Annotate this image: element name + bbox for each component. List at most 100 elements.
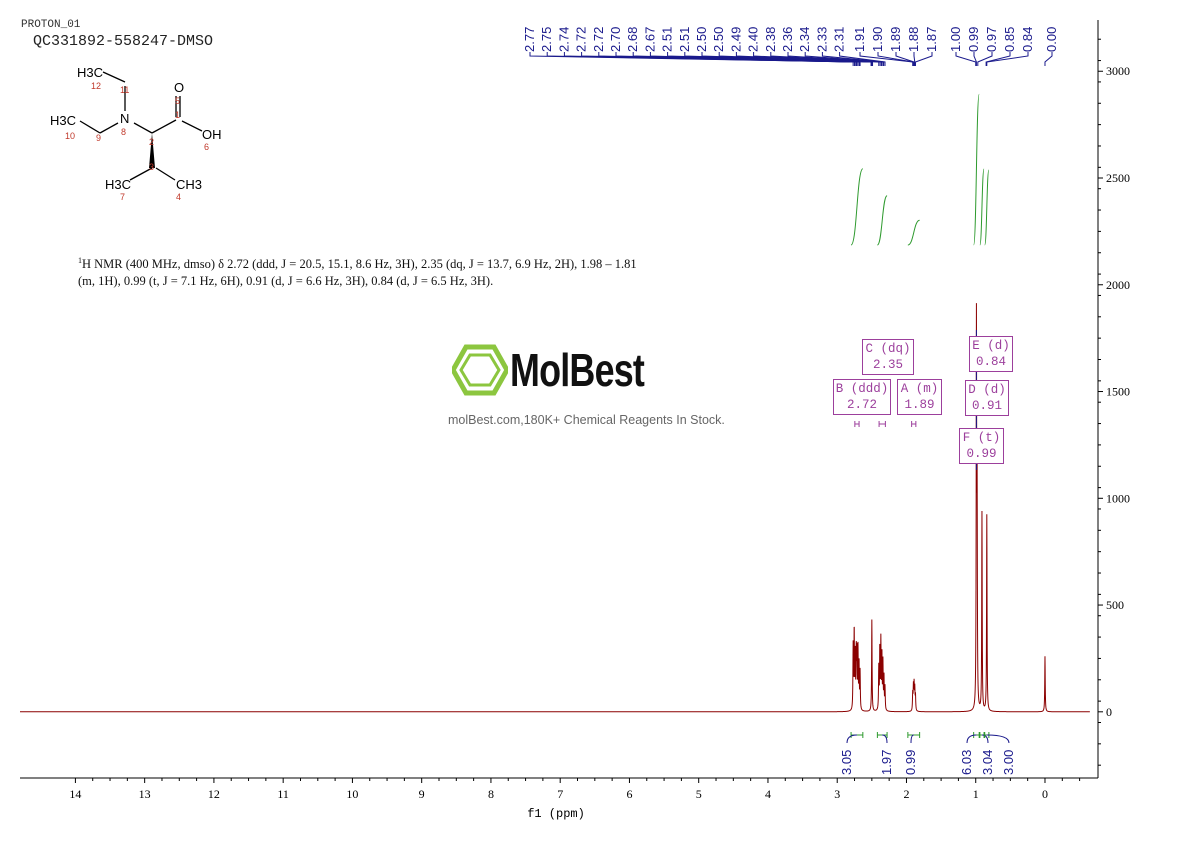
x-tick-label: 5 — [696, 787, 702, 801]
peak-label: 2.31 — [832, 27, 847, 52]
multiplet-label-d: D (d) 0.91 — [965, 380, 1009, 416]
y-tick-label: 2000 — [1106, 278, 1130, 292]
integral-value: 3.04 — [980, 750, 995, 775]
peak-label: 2.36 — [780, 27, 795, 52]
integral-curve — [907, 219, 920, 246]
peak-label: 0.99 — [966, 27, 981, 52]
x-tick-label: 2 — [903, 787, 909, 801]
molbest-logo-icon — [452, 344, 508, 396]
y-tick-label: 1500 — [1106, 385, 1130, 399]
locant: 9 — [96, 133, 101, 143]
atom-label: O — [174, 80, 184, 95]
peak-label-leader — [735, 52, 874, 66]
peak-label: 2.51 — [677, 27, 692, 52]
integral-curve — [850, 168, 864, 246]
peak-label: 2.67 — [642, 27, 657, 52]
multiplet-label-e: E (d) 0.84 — [969, 336, 1013, 372]
locant: 7 — [120, 192, 125, 202]
integral-value: 3.00 — [1001, 750, 1016, 775]
peak-label: 2.74 — [556, 27, 571, 52]
locant: 10 — [65, 131, 75, 141]
peak-label-leader — [973, 52, 977, 66]
x-tick-label: 14 — [69, 787, 81, 801]
peak-label-leader — [859, 52, 914, 66]
y-tick-label: 0 — [1106, 705, 1112, 719]
peak-label: 1.91 — [852, 27, 867, 52]
peak-label: 1.88 — [906, 27, 921, 52]
peak-label: 2.75 — [539, 27, 554, 52]
atom-label: OH — [202, 127, 222, 142]
peak-label: 2.33 — [814, 27, 829, 52]
experiment-name: PROTON_01 — [21, 19, 81, 31]
spectrum-line — [20, 303, 1090, 713]
peak-label-leader — [977, 52, 993, 66]
integral-curve — [984, 169, 990, 246]
atom-label: H3C — [77, 65, 103, 80]
multiplet-range — [878, 421, 886, 427]
atom-label: N — [120, 111, 129, 126]
sample-id: QC331892-558247-DMSO — [33, 33, 214, 50]
multiplet-range — [854, 421, 860, 427]
integral-bracket — [907, 732, 921, 738]
locant: 11 — [120, 85, 129, 95]
peak-label: 0.00 — [1044, 27, 1059, 52]
x-tick-label: 13 — [139, 787, 151, 801]
description-text: H NMR (400 MHz, dmso) δ 2.72 (ddd, J = 2… — [78, 257, 637, 289]
x-tick-label: 10 — [346, 787, 358, 801]
locant: 12 — [91, 81, 101, 91]
peak-label-leader — [955, 52, 977, 66]
peak-label-leader — [895, 52, 915, 66]
peak-label: 1.00 — [948, 27, 963, 52]
x-tick-label: 11 — [277, 787, 289, 801]
y-tick-label: 500 — [1106, 598, 1124, 612]
peak-label: 2.72 — [574, 27, 589, 52]
peak-label: 2.70 — [608, 27, 623, 52]
multiplet-label-a: A (m) 1.89 — [897, 379, 942, 415]
peak-label-leader — [804, 52, 884, 66]
peak-label: 1.87 — [924, 27, 939, 52]
peak-label-leader — [787, 52, 883, 66]
nmr-description: 1H NMR (400 MHz, dmso) δ 2.72 (ddd, J = … — [78, 252, 648, 290]
multiplet-label-c: C (dq) 2.35 — [862, 339, 914, 375]
integral-leader — [981, 734, 989, 744]
locant: 1 — [175, 110, 180, 120]
multiplet-label-f: F (t) 0.99 — [959, 428, 1004, 464]
integral-curve — [979, 168, 985, 246]
locant: 5 — [175, 96, 180, 106]
peak-label-leader — [753, 52, 880, 66]
peak-label: 0.84 — [1020, 27, 1035, 52]
y-tick-label: 3000 — [1106, 64, 1130, 78]
peak-label: 2.50 — [694, 27, 709, 52]
integral-curve — [876, 195, 888, 246]
integral-curve — [973, 93, 980, 246]
multiplet-label-b: B (ddd) 2.72 — [833, 379, 891, 415]
peak-label: 0.85 — [1002, 27, 1017, 52]
x-tick-label: 7 — [557, 787, 563, 801]
peak-label: 1.90 — [870, 27, 885, 52]
atom-label: CH3 — [176, 177, 202, 192]
integral-value: 0.99 — [903, 750, 918, 775]
locant: 2 — [149, 137, 154, 147]
peak-label: 2.72 — [591, 27, 606, 52]
superscript: 1 — [78, 256, 82, 265]
x-tick-label: 12 — [208, 787, 220, 801]
peak-label-leader — [770, 52, 881, 66]
atom-label: H3C — [50, 113, 76, 128]
molecule-structure: H3C H3C N O OH H3C CH3 1 2 3 4 5 6 7 8 9… — [50, 65, 222, 202]
watermark-tagline: molBest.com,180K+ Chemical Reagents In S… — [448, 413, 725, 427]
y-tick-label: 2500 — [1106, 171, 1130, 185]
integral-leader — [882, 734, 888, 744]
peak-label-leader — [913, 52, 916, 66]
peak-label: 2.34 — [797, 27, 812, 52]
integral-value: 3.05 — [839, 750, 854, 775]
locant: 3 — [149, 162, 154, 172]
integral-leader — [910, 734, 914, 744]
atom-label: H3C — [105, 177, 131, 192]
peak-label: 1.89 — [888, 27, 903, 52]
peak-label-leader — [986, 52, 1029, 66]
peak-label: 2.68 — [625, 27, 640, 52]
peak-label-leader — [985, 52, 1011, 66]
peak-label: 2.51 — [660, 27, 675, 52]
peak-label: 2.77 — [522, 27, 537, 52]
